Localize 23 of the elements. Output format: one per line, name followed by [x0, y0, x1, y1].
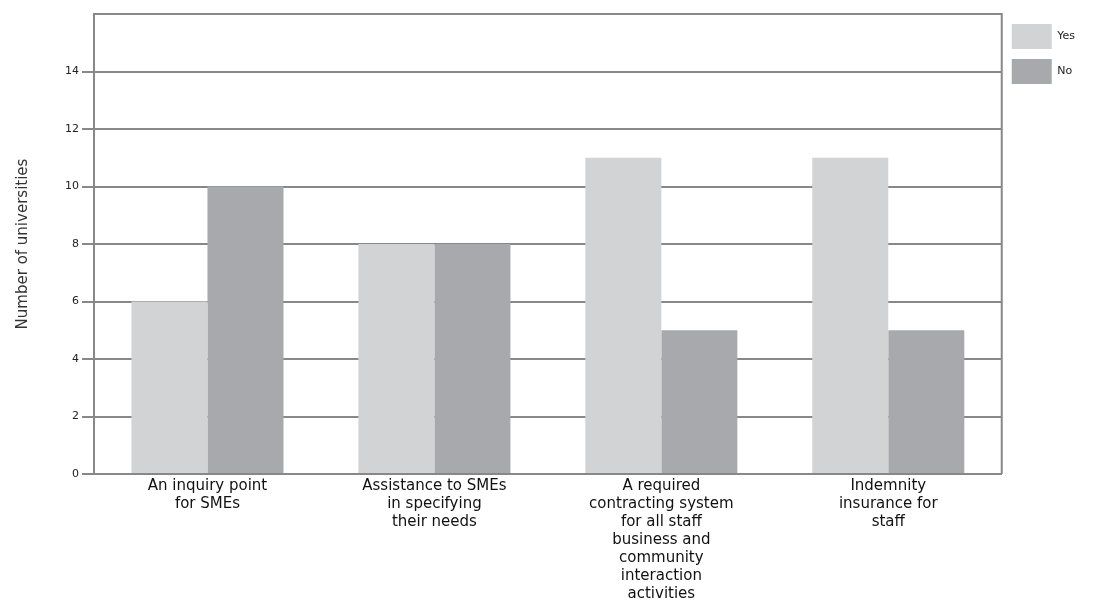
- y-tick-label: 8: [72, 236, 79, 250]
- bar: [585, 157, 662, 473]
- y-tick-label: 6: [72, 294, 79, 308]
- bar: [207, 186, 284, 473]
- x-tick-label: Indemnity insurance for staff: [838, 475, 939, 530]
- y-tick-label: 0: [72, 466, 79, 480]
- x-tick-label: A required contracting system for all staff business and community interaction activities: [589, 475, 734, 602]
- y-tick-label: 12: [65, 121, 79, 135]
- y-tick-label: 10: [65, 179, 79, 193]
- bar: [888, 330, 965, 473]
- y-tick-label: 4: [72, 351, 79, 365]
- y-tick-label: 2: [72, 409, 79, 423]
- y-axis-title: Number of universities: [12, 158, 31, 330]
- bar: [358, 244, 435, 473]
- bar: [661, 330, 738, 473]
- y-tick-label: 14: [65, 64, 79, 78]
- legend-label: Yes: [1056, 29, 1076, 43]
- bar: [812, 157, 889, 473]
- bar: [434, 244, 511, 473]
- legend-label: No: [1057, 64, 1073, 78]
- bar: [131, 301, 208, 473]
- x-tick-label: An inquiry point for SMEs: [147, 475, 268, 512]
- x-tick-label: Assistance to SMEs in specifying their needs: [362, 475, 507, 530]
